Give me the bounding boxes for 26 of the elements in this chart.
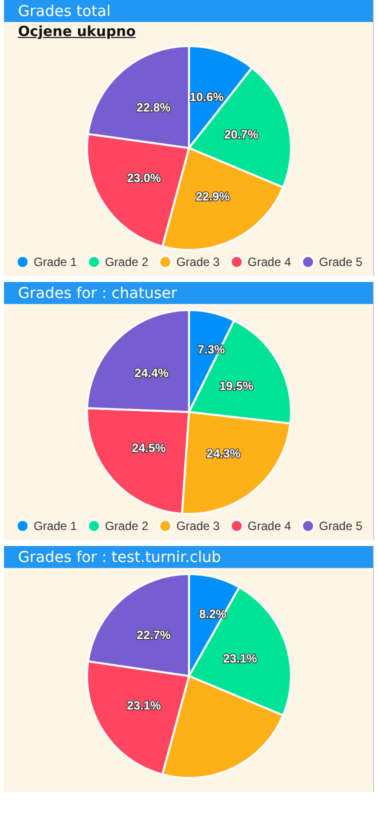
data-label: 10.6% [190,90,224,104]
data-label: 22.7% [136,628,172,642]
legend-label: Grade 1 [34,255,78,269]
data-label: 19.5% [219,379,254,394]
data-label: 22.8% [136,100,171,114]
data-label: 24.4% [134,366,169,380]
data-label: 23.1% [126,698,162,713]
chart-title: Grades total [4,0,373,22]
legend-label: Grade 3 [176,255,220,269]
legend-label: Grade 4 [248,519,292,533]
legend-label: Grade 1 [34,519,78,533]
legend-label: Grade 4 [248,255,292,269]
legend-label: Grade 3 [176,519,220,533]
data-label: 24.5% [132,441,166,456]
data-label: 24.3% [206,446,241,460]
legend-label: Grade 2 [104,255,149,269]
legend-label: Grade 5 [319,519,363,533]
data-label: 20.7% [224,127,259,142]
data-label: 23.1% [223,652,258,666]
chart-subtitle: Ocjene ukupno [17,23,137,40]
legend-label: Grade 5 [319,255,363,269]
data-label: 23.0% [126,170,162,185]
chart-title: Grades for : test.turnir.club [4,546,373,568]
chart-title: Grades for : chatuser [4,282,373,304]
data-label: 22.9% [196,189,230,204]
legend-label: Grade 2 [104,519,149,533]
